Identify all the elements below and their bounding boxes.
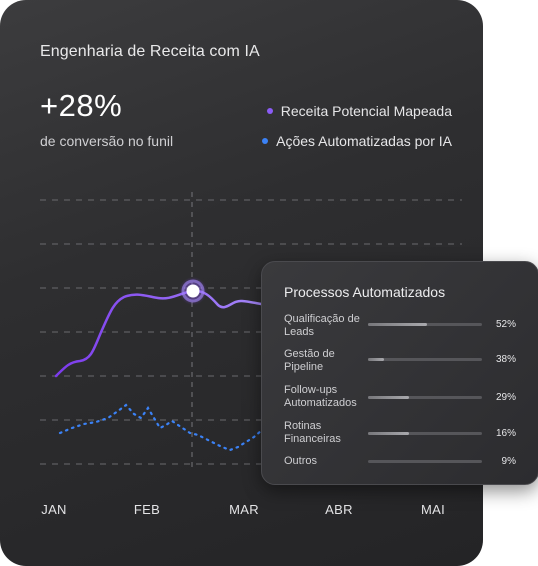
process-label: Qualificação de Leads	[284, 313, 360, 338]
progress-fill	[368, 432, 410, 435]
conversion-stat: +28%	[40, 88, 123, 123]
progress-track	[368, 358, 482, 361]
x-tick-label: MAR	[229, 502, 259, 517]
progress-track	[368, 323, 482, 326]
process-label: Outros	[284, 455, 318, 467]
process-row: Gestão de Pipeline 38%	[284, 348, 516, 378]
blue-dot-icon	[262, 138, 269, 144]
process-label: Rotinas Financeiras	[284, 420, 341, 445]
automations-series-line	[58, 403, 264, 452]
legend-item-revenue: Receita Potencial Mapeada	[266, 103, 452, 119]
revenue-series-line	[54, 289, 274, 378]
process-percent: 52%	[495, 319, 516, 330]
purple-dot-icon	[266, 108, 273, 114]
progress-track	[368, 396, 482, 399]
progress-fill	[368, 323, 428, 326]
process-percent: 29%	[495, 392, 516, 403]
process-label: Follow-ups Automatizados	[284, 384, 357, 409]
process-row: Rotinas Financeiras 16%	[284, 420, 516, 450]
process-row: Qualificação de Leads 52%	[284, 313, 516, 343]
conversion-caption: de conversão no funil	[40, 133, 174, 149]
process-row: Outros 9%	[284, 455, 516, 485]
x-tick-label: FEB	[133, 502, 161, 517]
highlight-point[interactable]	[186, 284, 200, 298]
x-tick-label: ABR	[325, 502, 353, 517]
legend-label-revenue: Receita Potencial Mapeada	[280, 103, 452, 119]
process-percent: 16%	[495, 428, 516, 439]
panel-title: Processos Automatizados	[284, 284, 446, 300]
progress-track	[368, 460, 482, 463]
progress-track	[368, 432, 482, 435]
card-title: Engenharia de Receita com IA	[40, 43, 260, 60]
process-row: Follow-ups Automatizados 29%	[284, 384, 516, 414]
legend-label-automations: Ações Automatizadas por IA	[276, 133, 452, 149]
x-tick-label: JAN	[41, 502, 67, 517]
legend-item-automations: Ações Automatizadas por IA	[262, 133, 452, 149]
progress-fill	[368, 358, 384, 361]
process-label: Gestão de Pipeline	[284, 348, 335, 373]
x-tick-label: MAI	[420, 502, 446, 517]
progress-fill	[368, 396, 410, 399]
automated-processes-panel: Processos Automatizados Qualificação de …	[261, 261, 538, 485]
highlight-ring	[181, 279, 205, 303]
process-percent: 9%	[501, 456, 516, 467]
process-percent: 38%	[495, 354, 516, 365]
